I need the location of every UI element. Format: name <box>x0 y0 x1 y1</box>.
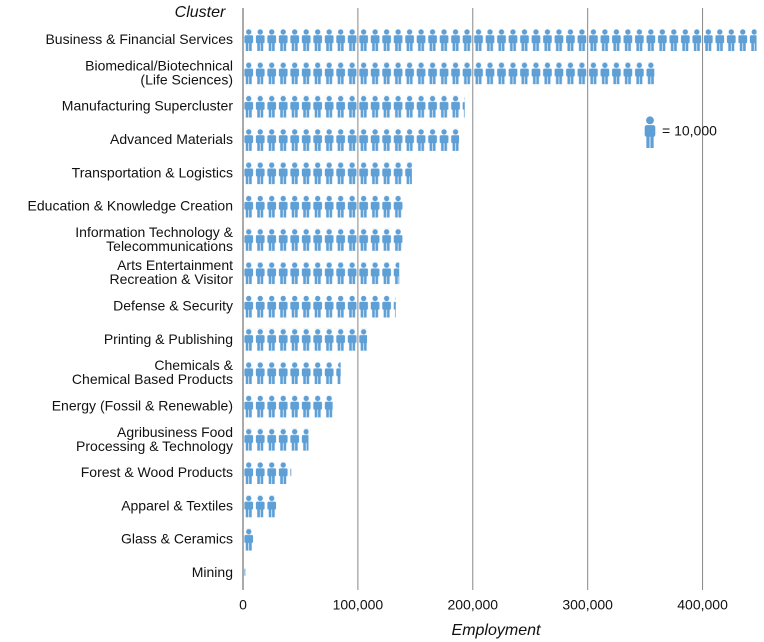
bar <box>243 428 309 451</box>
bar <box>243 162 412 185</box>
bar <box>243 95 465 118</box>
bar <box>243 228 403 251</box>
legend-label: = 10,000 <box>662 123 717 139</box>
y-tick-label: Glass & Ceramics <box>121 530 233 546</box>
y-tick-label: Defense & Security <box>113 297 233 313</box>
y-tick-label: Arts Entertainment Recreation & Visitor <box>110 257 234 287</box>
bar <box>243 62 655 85</box>
y-tick-label: Business & Financial Services <box>45 31 233 47</box>
bar <box>243 562 246 584</box>
y-tick-label: Printing & Publishing <box>104 331 233 347</box>
bar <box>243 128 459 151</box>
x-tick-label: 200,000 <box>447 597 498 613</box>
y-tick-label: Chemicals & Chemical Based Products <box>72 357 234 387</box>
bar <box>243 495 277 518</box>
x-tick-label: 300,000 <box>562 597 613 613</box>
y-axis-label: Cluster <box>175 4 226 21</box>
y-tick-label: Energy (Fossil & Renewable) <box>52 397 233 413</box>
bar <box>243 29 757 51</box>
y-tick-label: Apparel & Textiles <box>121 497 233 513</box>
x-tick-label: 0 <box>239 597 247 613</box>
bar <box>243 262 400 285</box>
bar <box>243 295 396 318</box>
bar <box>243 328 368 351</box>
x-axis-label: Employment <box>452 622 541 639</box>
y-tick-label: Forest & Wood Products <box>81 464 233 480</box>
bar <box>243 362 341 385</box>
bar <box>243 195 405 218</box>
x-tick-label: 400,000 <box>677 597 728 613</box>
bar <box>243 462 292 485</box>
legend-icon <box>644 116 656 148</box>
x-tick-label: 100,000 <box>333 597 384 613</box>
bar <box>243 395 333 418</box>
bar <box>243 528 254 551</box>
y-tick-label: Education & Knowledge Creation <box>28 197 233 213</box>
y-tick-label: Transportation & Logistics <box>72 164 233 180</box>
legend: = 10,000 <box>644 116 717 148</box>
y-tick-label: Mining <box>192 564 233 580</box>
y-tick-label: Manufacturing Supercluster <box>62 97 234 113</box>
y-tick-label: Information Technology & Telecommunicatio… <box>75 224 233 254</box>
y-tick-label: Agribusiness Food Processing & Technology <box>76 423 233 453</box>
y-tick-label: Advanced Materials <box>110 131 233 147</box>
y-tick-label: Biomedical/Biotechnical (Life Sciences) <box>85 57 233 87</box>
